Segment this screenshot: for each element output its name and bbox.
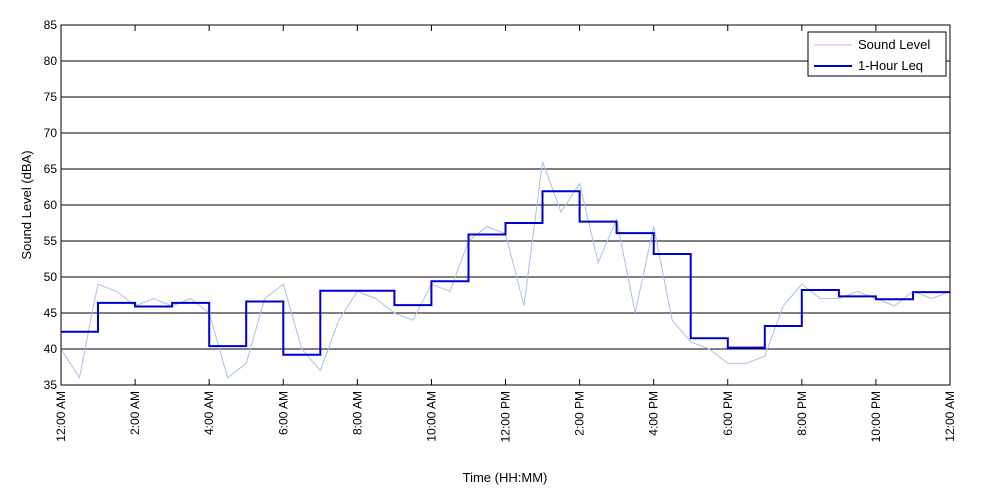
y-tick-label: 50 xyxy=(44,270,58,284)
axis-ticks: 35 40 45 50 55 60 65 70 75 80 85 12:00 AM 2:00 AM 4:0… xyxy=(44,18,957,442)
y-tick-label: 40 xyxy=(44,342,58,356)
x-tick-label: 12:00 AM xyxy=(54,391,68,442)
y-tick-label: 70 xyxy=(44,126,58,140)
y-tick-label: 85 xyxy=(44,18,58,32)
series-sound-level xyxy=(60,161,951,380)
x-tick-label: 12:00 PM xyxy=(499,391,513,442)
grid-lines xyxy=(61,60,950,350)
legend-label-leq: 1-Hour Leq xyxy=(858,58,923,73)
series-1-hour-leq xyxy=(61,190,950,356)
x-tick-label: 4:00 PM xyxy=(647,391,661,436)
x-tick-label: 8:00 PM xyxy=(795,391,809,436)
y-tick-label: 75 xyxy=(44,90,58,104)
x-tick-label: 2:00 AM xyxy=(128,391,142,435)
y-tick-label: 65 xyxy=(44,162,58,176)
x-tick-label: 6:00 PM xyxy=(721,391,735,436)
x-tick-label: 8:00 AM xyxy=(350,391,364,435)
x-tick-label: 10:00 AM xyxy=(424,391,438,442)
y-tick-label: 35 xyxy=(44,378,58,392)
y-tick-label: 60 xyxy=(44,198,58,212)
x-tick-label: 10:00 PM xyxy=(869,391,883,442)
legend-box xyxy=(807,31,947,77)
y-tick-label: 45 xyxy=(44,306,58,320)
legend: Sound Level 1-Hour Leq xyxy=(807,31,947,77)
y-tick-label: 55 xyxy=(44,234,58,248)
x-tick-label: 12:00 AM xyxy=(943,391,957,442)
legend-label-sound-level: Sound Level xyxy=(858,37,930,52)
x-tick-label: 6:00 AM xyxy=(276,391,290,435)
y-tick-label: 80 xyxy=(44,54,58,68)
plot-series xyxy=(60,161,951,380)
x-tick-label: 2:00 PM xyxy=(573,391,587,436)
x-axis-title: Time (HH:MM) xyxy=(463,470,548,485)
x-tick-label: 4:00 AM xyxy=(202,391,216,435)
y-axis-title: Sound Level (dBA) xyxy=(19,150,34,259)
